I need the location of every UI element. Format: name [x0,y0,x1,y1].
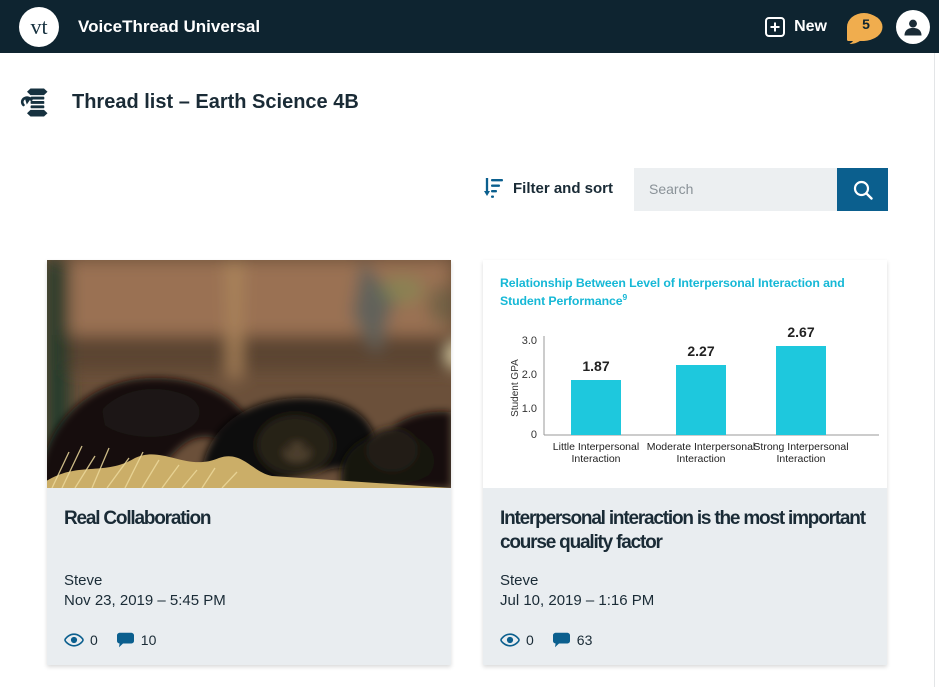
svg-text:Strong Interpersonal: Strong Interpersonal [753,441,848,453]
svg-text:0: 0 [531,429,537,441]
svg-text:Interaction: Interaction [776,453,825,465]
svg-text:2.27: 2.27 [687,343,714,359]
svg-text:Interaction: Interaction [676,453,725,465]
svg-text:1.0: 1.0 [522,403,537,415]
svg-text:2.0: 2.0 [522,369,537,381]
svg-text:3.0: 3.0 [522,335,537,347]
svg-text:Student GPA: Student GPA [510,359,521,417]
svg-text:1.87: 1.87 [582,358,609,374]
svg-text:2.67: 2.67 [787,324,814,340]
svg-text:Little Interpersonal: Little Interpersonal [553,441,639,453]
svg-text:Moderate Interpersonal: Moderate Interpersonal [647,441,756,453]
svg-text:Interaction: Interaction [571,453,620,465]
